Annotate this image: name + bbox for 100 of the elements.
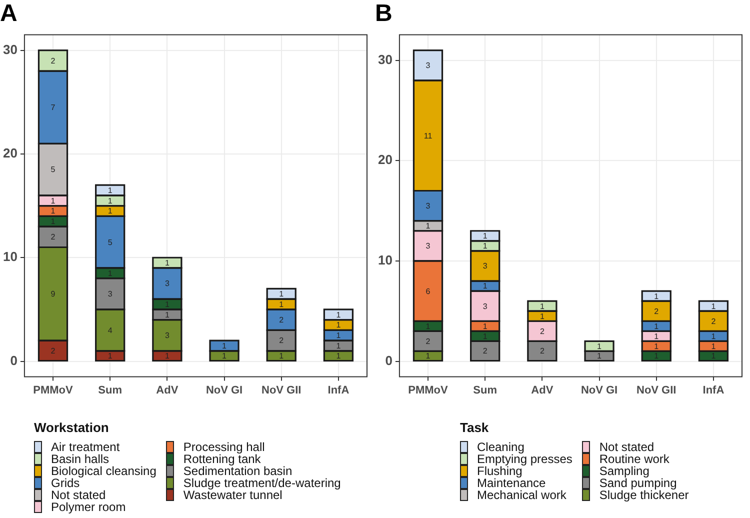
legend-title: Workstation xyxy=(34,420,110,435)
data-label: 1 xyxy=(108,206,113,216)
data-label: 1 xyxy=(482,242,488,251)
legend-label: Grids xyxy=(51,476,80,490)
x-tick-label: InfA xyxy=(702,384,724,396)
x-tick-label: AdV xyxy=(156,384,179,396)
y-tick-label: 0 xyxy=(10,352,18,368)
data-label: 1 xyxy=(597,352,602,361)
x-tick-label: NoV GI xyxy=(580,384,618,396)
legend-label: Biological cleansing xyxy=(51,464,156,478)
legend-label: Sedimentation basin xyxy=(183,464,292,478)
data-label: 1 xyxy=(654,292,660,301)
data-label: 3 xyxy=(426,242,431,251)
data-label: 1 xyxy=(164,300,170,309)
data-label: 1 xyxy=(336,331,342,340)
data-label: 2 xyxy=(654,306,660,316)
legend-label: Maintenance xyxy=(477,476,546,490)
legend-title: Task xyxy=(460,420,490,435)
data-label: 1 xyxy=(279,300,284,309)
data-label: 1 xyxy=(711,332,716,341)
data-label: 2 xyxy=(50,232,56,242)
legend-label: Sand pumping xyxy=(599,476,677,490)
data-label: 3 xyxy=(482,302,488,311)
legend-label: Mechanical work xyxy=(477,488,566,502)
y-tick-label: 0 xyxy=(385,352,392,368)
data-label: 3 xyxy=(426,61,431,70)
legend-label: Sludge thickener xyxy=(599,488,689,502)
data-label: 7 xyxy=(50,103,56,112)
legend-label: Processing hall xyxy=(183,440,265,454)
legend-label: Not stated xyxy=(599,440,654,454)
data-label: 2 xyxy=(279,336,284,346)
x-tick-label: NoV GII xyxy=(636,384,676,396)
data-label: 2 xyxy=(426,336,431,346)
y-tick-label: 30 xyxy=(378,52,392,67)
data-label: 1 xyxy=(711,302,716,311)
data-label: 1 xyxy=(540,312,545,321)
data-label: 1 xyxy=(426,222,431,231)
legend-label: Not stated xyxy=(51,488,106,502)
legend-label: Routine work xyxy=(599,452,670,466)
x-tick-label: NoV GII xyxy=(262,384,302,396)
legend-label: Sampling xyxy=(599,464,650,478)
legend-label: Cleaning xyxy=(477,440,524,454)
y-tick-label: 10 xyxy=(2,249,18,264)
legend-label: Emptying presses xyxy=(477,452,572,466)
data-label: 3 xyxy=(108,290,113,299)
data-label: 6 xyxy=(426,286,431,296)
data-label: 1 xyxy=(426,322,431,331)
x-tick-label: InfA xyxy=(328,384,350,396)
data-label: 1 xyxy=(222,341,228,350)
data-label: 1 xyxy=(108,268,113,278)
legend-label: Polymer room xyxy=(51,500,126,514)
data-label: 2 xyxy=(711,316,716,326)
data-label: 1 xyxy=(482,332,488,341)
x-tick-label: PMMoV xyxy=(408,384,449,396)
x-tick-label: Sum xyxy=(473,384,498,396)
data-label: 1 xyxy=(482,322,488,331)
data-label: 1 xyxy=(336,320,342,330)
legend-label: Sludge treatment/de-watering xyxy=(183,476,341,490)
legend-label: Flushing xyxy=(477,464,522,478)
data-label: 2 xyxy=(540,346,545,356)
legend-label: Wastewater tunnel xyxy=(183,488,282,502)
data-label: 3 xyxy=(164,331,170,340)
data-label: 1 xyxy=(108,196,113,206)
data-label: 1 xyxy=(336,341,342,350)
data-label: 1 xyxy=(50,217,56,226)
data-label: 2 xyxy=(50,56,56,66)
data-label: 1 xyxy=(108,186,113,195)
y-tick-label: 10 xyxy=(378,252,392,268)
x-tick-label: NoV GI xyxy=(206,384,243,396)
data-label: 1 xyxy=(279,290,284,299)
x-tick-label: PMMoV xyxy=(33,384,74,396)
data-label: 2 xyxy=(540,326,545,336)
data-label: 1 xyxy=(164,310,170,320)
chart-title: B xyxy=(375,0,392,28)
data-label: 1 xyxy=(482,232,488,241)
data-label: 1 xyxy=(540,302,545,311)
data-label: 1 xyxy=(222,352,228,361)
data-label: 1 xyxy=(654,352,660,361)
data-label: 5 xyxy=(50,165,56,174)
data-label: 1 xyxy=(711,352,716,361)
data-label: 1 xyxy=(336,310,342,320)
data-label: 5 xyxy=(108,238,113,247)
data-label: 1 xyxy=(164,352,170,361)
legend-label: Air treatment xyxy=(51,440,120,454)
data-label: 2 xyxy=(279,316,284,325)
data-label: 4 xyxy=(108,326,113,335)
data-label: 3 xyxy=(426,202,431,211)
data-label: 2 xyxy=(50,346,56,356)
data-label: 1 xyxy=(50,206,56,216)
data-label: 9 xyxy=(50,290,56,299)
legend-label: Basin halls xyxy=(51,452,110,466)
data-label: 1 xyxy=(50,196,56,206)
y-tick-label: 20 xyxy=(378,152,392,168)
data-label: 1 xyxy=(108,352,113,361)
data-label: 1 xyxy=(336,352,342,361)
data-label: 1 xyxy=(597,342,602,351)
y-tick-label: 30 xyxy=(2,42,18,57)
data-label: 1 xyxy=(426,352,431,361)
data-label: 1 xyxy=(164,258,170,268)
data-label: 1 xyxy=(482,282,488,291)
